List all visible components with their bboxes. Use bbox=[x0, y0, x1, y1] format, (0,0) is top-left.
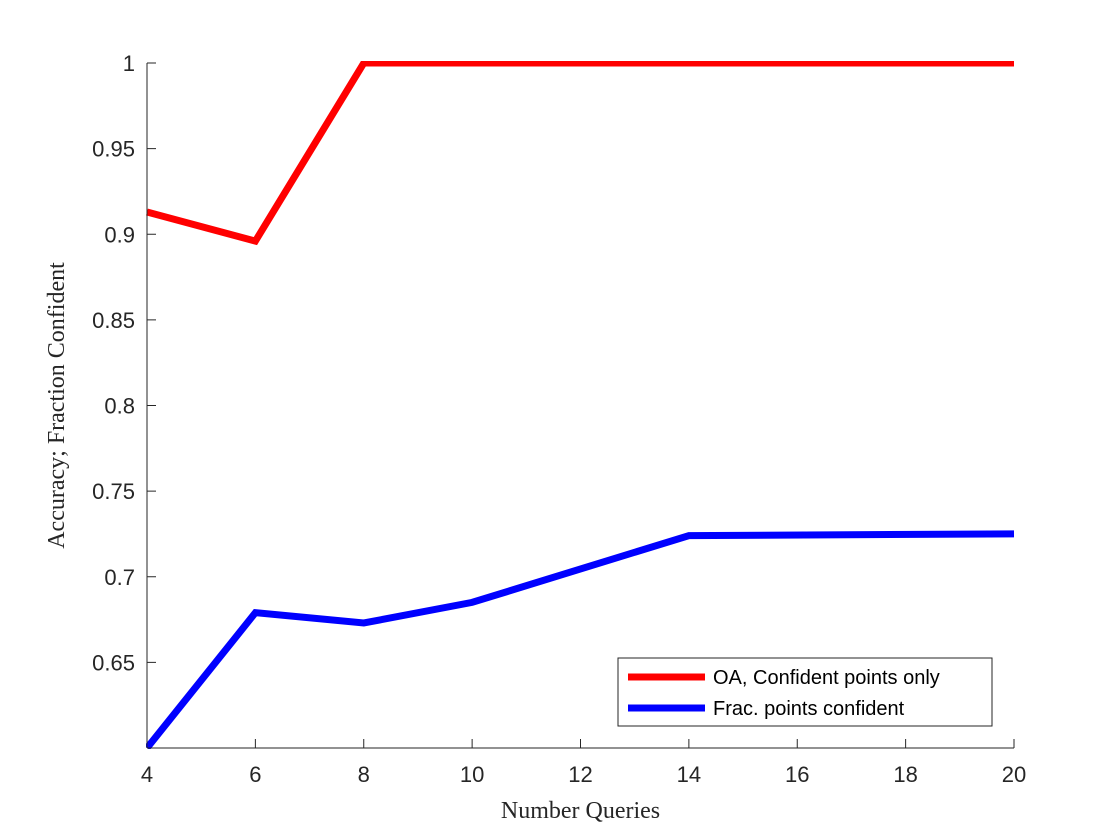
legend-label-0: OA, Confident points only bbox=[713, 667, 940, 689]
x-axis-label: Number Queries bbox=[501, 798, 660, 824]
y-tick-label: 0.9 bbox=[104, 222, 135, 247]
legend: OA, Confident points only Frac. points co… bbox=[617, 657, 993, 727]
y-tick-label: 0.8 bbox=[104, 394, 135, 419]
y-tick-label: 0.7 bbox=[104, 565, 135, 590]
y-tick-label: 0.75 bbox=[92, 479, 135, 504]
x-tick-label: 6 bbox=[249, 762, 261, 787]
x-tick-label: 18 bbox=[893, 762, 917, 787]
y-tick-label: 0.95 bbox=[92, 137, 135, 162]
x-tick-label: 4 bbox=[141, 762, 153, 787]
axes: 4 6 8 10 12 14 16 18 20 0.65 0.7 0.75 0.8 0.85 0.9 0.95… bbox=[44, 51, 1026, 824]
legend-label-1: Frac. points confident bbox=[713, 698, 905, 720]
x-tick-label: 12 bbox=[568, 762, 592, 787]
series-line-1 bbox=[146, 530, 1015, 749]
x-tick-label: 8 bbox=[358, 762, 370, 787]
x-tick-label: 16 bbox=[785, 762, 809, 787]
y-tick-label: 0.85 bbox=[92, 308, 135, 333]
x-tick-label: 10 bbox=[460, 762, 484, 787]
y-tick-label: 0.65 bbox=[92, 650, 135, 675]
legend-box bbox=[617, 657, 993, 727]
series-layer bbox=[146, 61, 1015, 749]
series-line-0 bbox=[146, 61, 1014, 246]
y-axis-label: Accuracy; Fraction Confident bbox=[44, 262, 70, 549]
x-tick-label: 20 bbox=[1002, 762, 1026, 787]
x-tick-label: 14 bbox=[677, 762, 701, 787]
y-tick-label: 1 bbox=[123, 51, 135, 76]
